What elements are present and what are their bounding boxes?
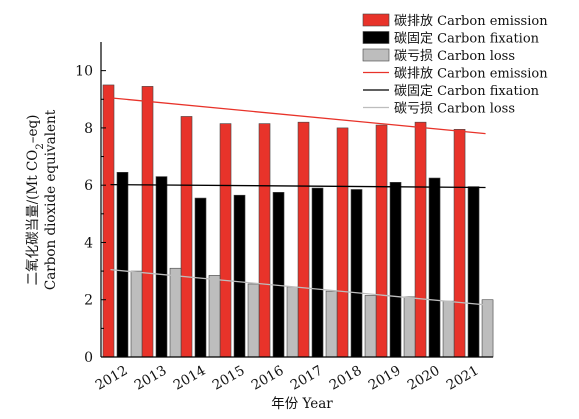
legend-swatch-bar-loss (362, 48, 390, 62)
y-axis-title-line2: Carbon dioxide equivalent (43, 109, 59, 290)
bar-emission-2019 (375, 124, 388, 358)
bar-fixation-2019 (389, 182, 402, 358)
bar-emission-2018 (336, 127, 349, 358)
bar-loss-2017 (325, 290, 338, 358)
bar-fixation-2017 (311, 187, 324, 358)
bar-emission-2013 (141, 86, 154, 358)
trend-line-emission (110, 97, 486, 135)
bar-loss-2014 (208, 275, 221, 358)
y-tick-label-10: 10 (75, 64, 93, 80)
bar-fixation-2015 (233, 194, 246, 358)
legend-label-line-loss: 碳亏损 Carbon loss (394, 102, 515, 117)
x-tick-label-2016: 2016 (249, 363, 287, 394)
bar-loss-2018 (364, 295, 377, 358)
bar-loss-2019 (403, 296, 416, 358)
legend-label-bar-fixation: 碳固定 Carbon fixation (394, 32, 540, 47)
legend-label-line-emission: 碳排放 Carbon emission (394, 67, 548, 82)
y-axis-title-subscript: 2 (35, 143, 46, 149)
y-tick-label-0: 0 (84, 350, 93, 366)
bar-emission-2020 (414, 121, 427, 358)
y-tick-label-6: 6 (84, 178, 93, 194)
x-tick-label-2018: 2018 (327, 363, 365, 394)
x-tick-label-2017: 2017 (288, 363, 326, 394)
bar-emission-2014 (180, 116, 193, 358)
x-tick-label-2014: 2014 (171, 363, 209, 394)
bar-loss-2013 (169, 267, 182, 358)
trend-line-fixation (110, 183, 486, 189)
legend-label-bar-emission: 碳排放 Carbon emission (394, 14, 548, 29)
bar-emission-2015 (219, 123, 232, 358)
bar-loss-2015 (247, 283, 260, 358)
y-tick-label-8: 8 (84, 121, 93, 137)
y-axis-title-line1: 二氧化碳当量/(Mt CO2–eq) (25, 115, 46, 286)
bar-loss-2020 (442, 300, 455, 358)
y-axis-title-part-end: –eq) (25, 115, 41, 144)
bar-emission-2017 (297, 121, 310, 358)
legend-swatch-bar-emission (362, 13, 390, 27)
x-tick-label-2015: 2015 (210, 363, 248, 394)
bar-fixation-2013 (155, 176, 168, 358)
bar-fixation-2021 (467, 186, 480, 358)
bar-fixation-2016 (272, 192, 285, 358)
bar-fixation-2020 (428, 177, 441, 358)
bar-fixation-2012 (116, 171, 129, 358)
x-tick-label-2019: 2019 (366, 363, 404, 394)
bar-loss-2021 (481, 299, 494, 358)
x-tick-label-2021: 2021 (444, 363, 482, 394)
trend-line-loss (110, 269, 486, 306)
x-axis-title: 年份 Year (271, 396, 333, 412)
bar-loss-2016 (286, 286, 299, 358)
y-axis-title-part: 二氧化碳当量/(Mt CO (25, 150, 41, 286)
bar-fixation-2018 (350, 189, 363, 358)
bar-emission-2016 (258, 123, 271, 358)
bar-loss-2012 (130, 270, 143, 358)
x-tick-label-2020: 2020 (405, 363, 443, 394)
bar-emission-2012 (102, 84, 115, 358)
y-tick-label-2: 2 (84, 293, 93, 309)
x-tick-label-2012: 2012 (93, 363, 131, 394)
legend-label-bar-loss: 碳亏损 Carbon loss (394, 49, 515, 64)
y-tick-label-4: 4 (84, 235, 93, 251)
legend-label-line-fixation: 碳固定 Carbon fixation (394, 84, 540, 99)
legend-swatch-bar-fixation (362, 31, 390, 44)
x-tick-label-2013: 2013 (132, 363, 170, 394)
bar-emission-2021 (453, 129, 466, 358)
